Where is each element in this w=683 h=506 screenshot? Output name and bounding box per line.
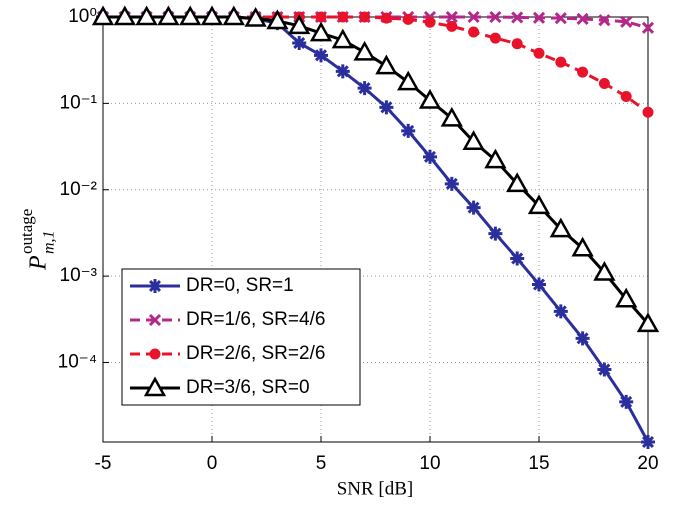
marker	[527, 194, 551, 215]
y-tick-label: 10⁻³	[60, 265, 98, 286]
marker	[244, 6, 267, 27]
legend-marker	[148, 279, 162, 293]
marker	[598, 77, 610, 89]
y-label-symbol: P	[26, 255, 52, 271]
marker	[593, 260, 616, 281]
marker	[488, 226, 503, 241]
marker	[424, 16, 436, 28]
marker	[314, 48, 328, 63]
marker	[135, 5, 158, 26]
y-tick-label: 10⁻¹	[60, 92, 98, 113]
x-axis-label: SNR [dB]	[337, 478, 414, 499]
y-tick-label: 10⁰	[68, 6, 97, 27]
y-label-superscript: outage	[17, 209, 36, 254]
marker	[331, 28, 354, 49]
marker	[375, 54, 398, 75]
marker	[511, 38, 523, 50]
marker	[446, 20, 458, 32]
marker	[641, 21, 655, 34]
marker	[577, 66, 589, 78]
marker	[337, 11, 349, 23]
marker	[91, 5, 115, 26]
marker	[288, 14, 311, 35]
x-tick-label: -5	[95, 453, 112, 474]
series-line	[103, 15, 649, 114]
marker	[466, 200, 481, 215]
y-label-subscript: m,1	[41, 230, 58, 254]
x-tick-label: 10	[419, 453, 440, 474]
legend-label: DR=0, SR=1	[186, 275, 294, 296]
marker	[113, 5, 136, 26]
marker	[642, 106, 654, 118]
marker	[468, 26, 480, 38]
marker	[380, 12, 392, 24]
marker	[484, 148, 507, 169]
legend-label: DR=3/6, SR=0	[186, 377, 310, 398]
marker	[620, 15, 633, 28]
marker	[179, 5, 202, 26]
x-tick-label: 0	[207, 453, 218, 474]
marker	[532, 277, 546, 292]
marker	[555, 56, 567, 68]
marker	[397, 70, 420, 91]
marker	[423, 149, 437, 164]
marker	[402, 13, 414, 25]
marker	[467, 10, 480, 24]
marker	[359, 11, 371, 23]
legend-label: DR=2/6, SR=2/6	[186, 343, 325, 364]
marker	[575, 331, 590, 346]
y-tick-label: 10⁻⁴	[58, 351, 97, 372]
marker	[598, 14, 611, 27]
marker	[309, 21, 333, 42]
marker	[489, 10, 502, 24]
marker	[462, 130, 485, 150]
marker	[222, 5, 245, 26]
marker	[615, 287, 638, 308]
legend-box	[121, 268, 361, 406]
marker	[532, 11, 546, 24]
x-tick-label: 15	[528, 453, 549, 474]
marker	[489, 32, 501, 44]
marker	[506, 172, 529, 193]
y-tick-label: 10⁻²	[60, 179, 98, 200]
marker	[357, 81, 372, 96]
marker	[445, 10, 458, 24]
legend-marker	[148, 313, 162, 327]
legend-marker	[149, 348, 161, 360]
marker	[379, 100, 394, 115]
marker	[401, 123, 416, 138]
marker	[510, 251, 525, 266]
marker	[636, 312, 660, 333]
legend-marker	[143, 376, 167, 397]
marker	[292, 35, 307, 50]
marker	[571, 236, 594, 257]
marker	[597, 362, 612, 377]
marker	[554, 12, 567, 25]
marker	[266, 9, 289, 30]
marker	[511, 11, 524, 24]
marker	[157, 5, 180, 26]
marker	[576, 12, 589, 25]
y-axis-label: P m,1 outage	[17, 209, 58, 271]
marker	[200, 5, 224, 26]
marker	[315, 11, 327, 23]
marker	[620, 91, 632, 103]
marker	[533, 47, 545, 59]
marker	[335, 64, 350, 79]
marker	[553, 304, 568, 319]
marker	[641, 435, 655, 449]
marker	[549, 217, 572, 238]
legend-label: DR=1/6, SR=4/6	[186, 309, 325, 330]
legend: DR=0, SR=1 DR=1/6, SR=4/6 DR=2/6, SR=2/6 DR…	[121, 268, 361, 406]
x-tick-label: 5	[316, 453, 327, 474]
marker	[418, 88, 442, 109]
marker	[353, 40, 376, 61]
x-tick-label: 20	[637, 453, 658, 474]
marker	[440, 106, 463, 127]
marker	[619, 394, 634, 409]
marker	[444, 176, 459, 191]
